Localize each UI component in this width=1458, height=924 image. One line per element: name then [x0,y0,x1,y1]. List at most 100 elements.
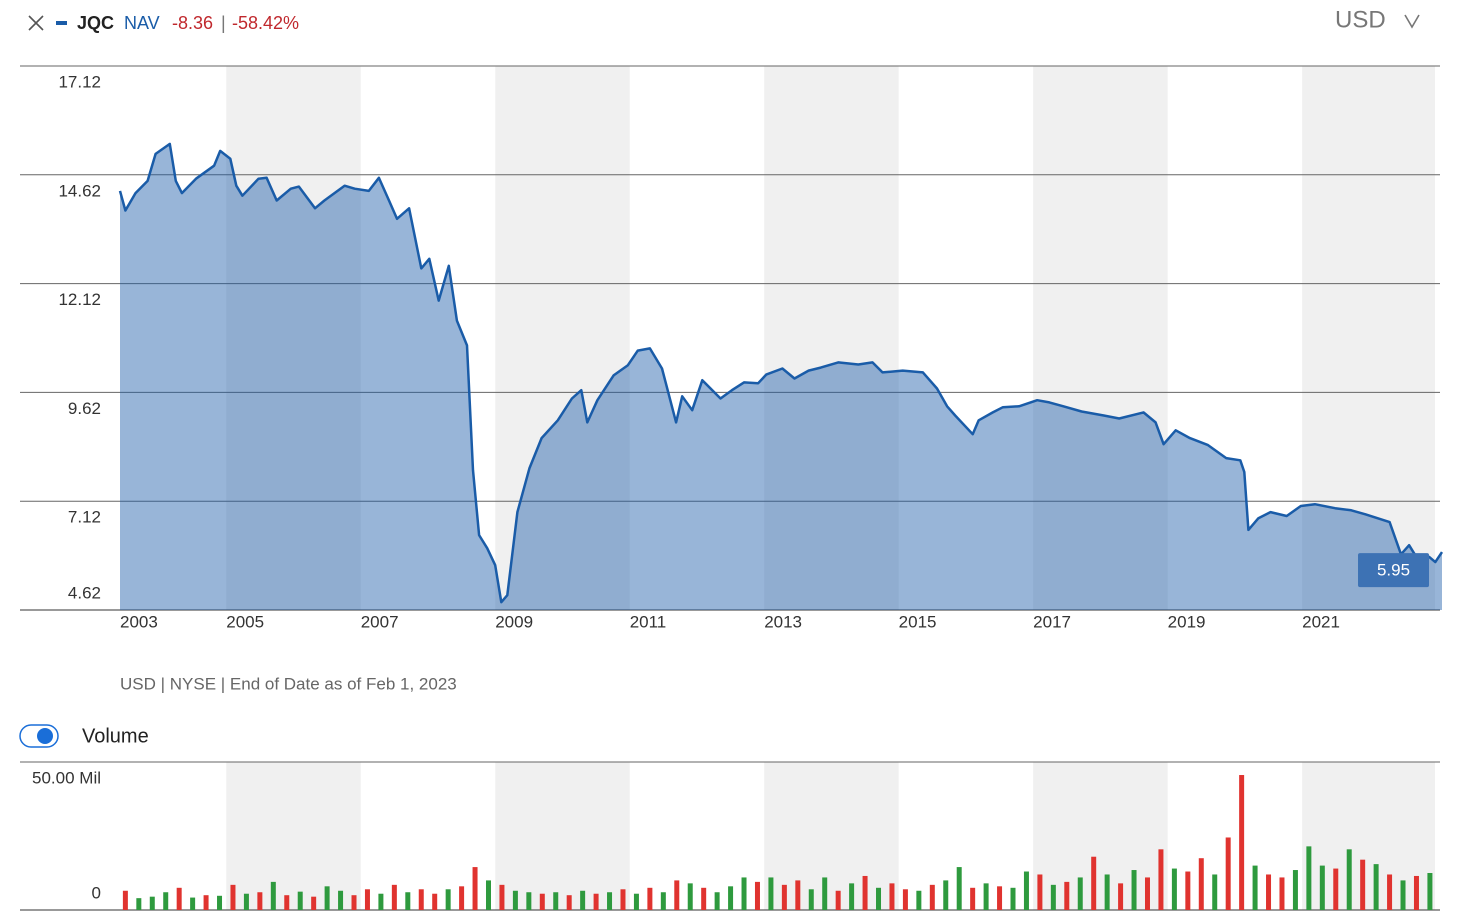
x-tick-label: 2005 [226,612,264,631]
volume-bar [795,880,801,910]
volume-bar [754,881,760,910]
volume-bar [445,889,451,910]
y-tick-label: 12.12 [58,290,101,309]
volume-bar [916,890,922,910]
volume-bar [257,892,263,910]
volume-bar [1185,871,1191,910]
year-band [1302,66,1435,610]
measure: NAV [124,13,160,33]
volume-bar [217,895,223,910]
volume-bar [1225,837,1231,910]
chart-bar: 0 50.00 Mil [20,761,1440,911]
volume-bar [876,887,882,910]
change: -8.36 [172,13,213,33]
volume-bar [122,890,128,910]
volume-bar [432,893,438,910]
volume-bar [580,890,586,910]
volume-bar [1077,877,1083,910]
volume-bar [997,886,1003,910]
footnote: USD | NYSE | End of Date as of Feb 1, 20… [120,674,457,693]
volume-bar [311,896,317,910]
volume-bar [1292,870,1298,910]
volume-bar [607,892,613,910]
volume-bar [674,880,680,910]
volume-bar [297,891,303,910]
x-tick-label: 2019 [1168,612,1206,631]
volume-bar [647,887,653,910]
volume-bar [633,893,639,910]
volume-bar [418,889,424,910]
x-tick-label: 2015 [899,612,937,631]
volume-bar [889,883,895,910]
y-tick-label: 9.62 [68,399,101,418]
currency-select[interactable]: USD [1335,6,1386,33]
volume-bar [902,889,908,910]
volume-bar [1279,877,1285,910]
volume-bar [391,884,397,910]
toggle-knob[interactable] [37,728,53,744]
volume-bar [808,889,814,910]
volume-bar [660,892,666,910]
volume-bar [190,897,196,910]
volume-bar [243,893,249,910]
dropdown-chevron[interactable] [1404,14,1420,29]
volume-bar [1010,887,1016,910]
volume-label: Volume [82,725,149,747]
volume-bar [499,884,505,910]
volume-bar [822,877,828,910]
chart-area: 4.62 7.12 9.62 12.12 14.62 17.12 2003 2005 2007 2… [20,65,1444,631]
legend-swatch [56,21,67,25]
volume-bar [1064,881,1070,910]
area-fill [120,143,1442,610]
volume-bar [176,887,182,910]
y-tick-label: 50.00 Mil [32,768,101,787]
year-band [764,66,899,610]
volume-bar [378,893,384,910]
volume-bar [849,883,855,910]
x-tick-label: 2007 [361,612,399,631]
volume-bar [1346,849,1352,910]
volume-bar [1427,873,1433,910]
year-band [495,762,630,910]
x-tick-label: 2017 [1033,612,1071,631]
volume-bar [768,877,774,910]
volume-bar [1333,868,1339,910]
y-tick-label: 14.62 [58,181,101,200]
volume-bar [1023,871,1029,910]
volume-bar [1118,883,1124,910]
volume-bar [728,886,734,910]
volume-bar [405,892,411,910]
y-tick-label: 7.12 [68,508,101,527]
y-tick-label: 4.62 [68,583,101,602]
volume-bar [1252,865,1258,910]
volume-bar [687,883,693,910]
change-pct: -58.42% [232,13,299,33]
volume-bar [1400,880,1406,910]
volume-bar [1266,874,1272,910]
y-tick-label: 17.12 [58,72,101,91]
volume-bar [553,892,559,910]
volume-bar [1158,849,1164,910]
volume-bar [459,886,465,910]
volume-bar [1387,874,1393,910]
volume-bar [364,889,370,910]
volume-bar [1413,875,1419,910]
last-value-box [1358,553,1430,588]
close-icon[interactable] [28,15,44,31]
volume-bar [539,893,545,910]
volume-bar [351,895,357,910]
volume-bar [472,867,478,910]
volume-bar [526,892,532,910]
x-tick-label: 2011 [630,612,667,631]
volume-bar [270,881,276,910]
volume-bar [1306,846,1312,910]
volume-bar [1144,877,1150,910]
volume-bar [324,886,330,910]
y-tick-label: 0 [92,883,101,902]
volume-bar [862,875,868,910]
x-tick-label: 2021 [1302,612,1340,631]
volume-bar [485,880,491,910]
volume-bar [983,883,989,910]
volume-bar [1091,856,1097,910]
volume-bar [1212,874,1218,910]
